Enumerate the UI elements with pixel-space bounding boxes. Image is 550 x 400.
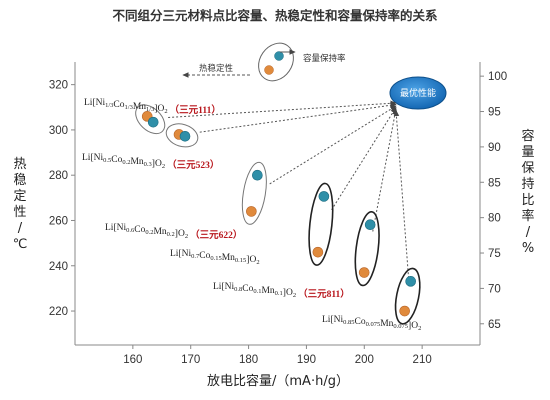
trend-arrow — [372, 108, 398, 232]
material-series-tag: （三元622） — [190, 229, 242, 241]
chart-title: 不同组分三元材料点比容量、热稳定性和容量保持率的关系 — [112, 8, 438, 23]
optimal-target-ellipse — [389, 76, 447, 110]
x-tick-label: 180 — [239, 354, 258, 366]
material-group — [165, 123, 199, 148]
x-tick-label: 170 — [181, 354, 200, 366]
thermal-point — [399, 305, 410, 317]
legend-ellipse — [258, 42, 294, 82]
right-y-tick-label: 65 — [488, 319, 501, 331]
material-series-tag: （三元811） — [298, 288, 350, 300]
retention-point — [179, 130, 191, 142]
group-ellipse — [241, 161, 267, 225]
retention-point — [364, 219, 376, 231]
legend-retention-point — [274, 51, 284, 61]
material-formula-label: Li[Ni0.6Co0.2Mn0.2]O2 （三元622） — [105, 223, 242, 241]
thermal-point — [358, 267, 370, 278]
trend-arrow — [393, 109, 410, 279]
trend-arrow — [331, 106, 397, 211]
trend-arrow — [269, 105, 397, 185]
y-axis-label-char: % — [522, 241, 534, 256]
legend-thermal-point — [264, 65, 274, 75]
x-ticks: 160 170 180 190 200 210 — [123, 345, 432, 366]
thermal-legend-label: 热稳定性 — [199, 63, 234, 74]
thermal-point — [246, 206, 257, 217]
x-tick-label: 200 — [355, 354, 374, 366]
left-y-tick-label: 320 — [49, 80, 68, 92]
trend-arrow — [199, 102, 397, 133]
x-tick-label: 190 — [297, 354, 316, 366]
material-formula-label: Li[Ni0.85Co0.075Mn0.075]O2 — [322, 315, 421, 332]
y-axis-label-char: / — [526, 225, 531, 240]
material-group — [241, 161, 267, 225]
y-axis-label-char: 热 — [13, 157, 26, 172]
retention-point — [147, 116, 159, 128]
y-axis-label-char: 容 — [521, 128, 534, 144]
y-axis-label-char: 保 — [521, 161, 534, 176]
right-y-ticks: 65 70 75 80 85 90 95 100 — [480, 71, 507, 331]
right-y-tick-label: 100 — [488, 71, 507, 83]
y-axis-label-char: / — [18, 221, 23, 236]
thermal-point — [312, 246, 324, 258]
right-y-tick-label: 70 — [488, 283, 501, 295]
material-formula-label: Li[Ni0.5Co0.2Mn0.3]O2 （三元523） — [82, 153, 219, 171]
group-ellipse — [135, 104, 166, 135]
optimal-target: 最优性能 — [389, 76, 447, 110]
y-axis-label-char: 持 — [521, 177, 534, 192]
y-axis-label-char: 率 — [521, 208, 534, 224]
x-tick-label: 160 — [123, 354, 142, 366]
optimal-target-label: 最优性能 — [400, 87, 436, 99]
material-formula-label: Li[Ni0.7Co0.15Mn0.15]O2 — [170, 249, 260, 266]
y-axis-label-char: 量 — [521, 145, 534, 160]
left-y-tick-label: 220 — [49, 306, 68, 318]
right-y-tick-label: 80 — [488, 213, 501, 225]
x-tick-label: 210 — [413, 354, 432, 366]
right-y-tick-label: 85 — [488, 177, 501, 189]
material-series-tag: （三元111） — [170, 104, 221, 116]
left-y-tick-label: 280 — [49, 170, 68, 182]
material-group — [354, 211, 380, 287]
trend-arrows — [168, 100, 410, 279]
material-group — [308, 182, 334, 266]
retention-point — [405, 276, 416, 287]
retention-point — [252, 169, 263, 181]
left-y-axis-label: 热稳定性/℃ — [13, 157, 28, 252]
material-group — [135, 104, 166, 135]
y-axis-label-char: ℃ — [13, 237, 28, 252]
left-y-ticks: 220 240 260 280 300 320 — [49, 80, 75, 318]
right-y-tick-label: 95 — [488, 107, 501, 119]
right-y-tick-label: 90 — [488, 142, 501, 154]
right-y-tick-label: 75 — [488, 248, 501, 260]
retention-point — [318, 191, 330, 202]
x-axis-label: 放电比容量/（mA·h/g） — [207, 373, 349, 389]
material-labels: Li[Ni1/3Co1/3Mn1/3]O2 （三元111） Li[Ni0.5Co0.… — [82, 98, 421, 332]
material-formula-label: Li[Ni0.8Co0.1Mn0.1]O2 （三元811） — [213, 282, 350, 300]
group-ellipse — [394, 267, 421, 325]
y-axis-label-char: 定 — [13, 189, 26, 204]
left-y-tick-label: 260 — [49, 215, 68, 227]
material-series-tag: （三元523） — [167, 159, 219, 171]
material-group — [394, 267, 421, 325]
group-ellipse — [354, 211, 380, 287]
material-formula-label: Li[Ni1/3Co1/3Mn1/3]O2 （三元111） — [84, 98, 221, 116]
y-axis-label-char: 比 — [521, 193, 534, 208]
retention-legend-label: 容量保持率 — [303, 53, 346, 64]
left-y-tick-label: 300 — [49, 125, 68, 137]
y-axis-label-char: 性 — [13, 205, 26, 220]
legend: 热稳定性 容量保持率 — [182, 42, 346, 82]
group-ellipse — [165, 123, 199, 148]
group-ellipse — [308, 182, 334, 266]
material-groups — [135, 104, 421, 325]
y-axis-label-char: 稳 — [13, 172, 26, 188]
left-y-tick-label: 240 — [49, 261, 68, 273]
